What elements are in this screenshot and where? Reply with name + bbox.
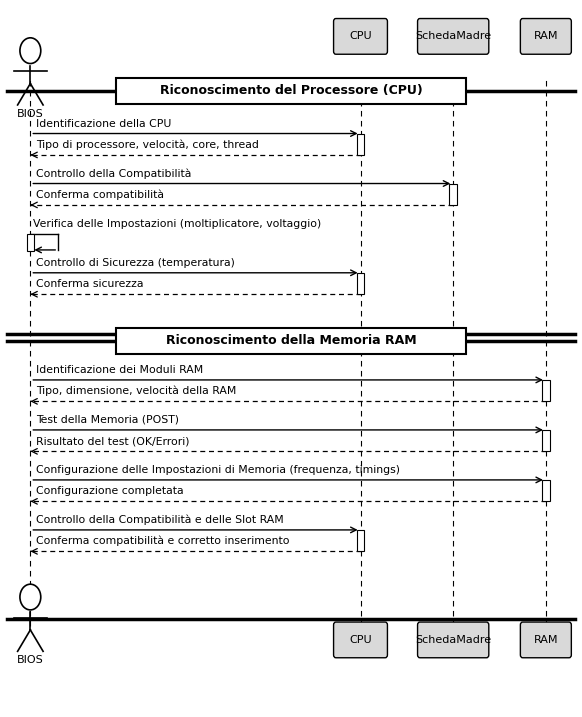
Text: Identificazione dei Moduli RAM: Identificazione dei Moduli RAM [36,365,203,375]
Text: Controllo di Sicurezza (temperatura): Controllo di Sicurezza (temperatura) [36,258,235,267]
Text: SchedaMadre: SchedaMadre [415,635,491,645]
Text: Controllo della Compatibilità: Controllo della Compatibilità [36,168,191,179]
Text: RAM: RAM [534,635,558,645]
Text: Configurazione delle Impostazioni di Memoria (frequenza, timings): Configurazione delle Impostazioni di Mem… [36,465,400,475]
FancyBboxPatch shape [333,19,388,54]
Bar [357,133,364,155]
Text: Risultato del test (OK/Errori): Risultato del test (OK/Errori) [36,437,190,447]
Circle shape [20,38,41,64]
Bar [449,184,457,205]
Text: Riconoscimento della Memoria RAM: Riconoscimento della Memoria RAM [166,334,416,347]
FancyBboxPatch shape [520,19,572,54]
Text: Riconoscimento del Processore (CPU): Riconoscimento del Processore (CPU) [159,84,423,98]
Text: SchedaMadre: SchedaMadre [415,32,491,42]
FancyBboxPatch shape [116,328,466,353]
Text: Controllo della Compatibilità e delle Slot RAM: Controllo della Compatibilità e delle Sl… [36,514,284,525]
Text: BIOS: BIOS [17,108,44,118]
Text: Test della Memoria (POST): Test della Memoria (POST) [36,415,179,425]
Text: CPU: CPU [349,635,372,645]
Text: Conferma sicurezza: Conferma sicurezza [36,279,144,289]
FancyBboxPatch shape [417,622,489,657]
Text: CPU: CPU [349,32,372,42]
Text: Conferma compatibilità e corretto inserimento: Conferma compatibilità e corretto inseri… [36,536,290,546]
FancyBboxPatch shape [116,78,466,103]
Text: Identificazione della CPU: Identificazione della CPU [36,118,172,128]
FancyBboxPatch shape [333,622,388,657]
Text: BIOS: BIOS [17,655,44,665]
Text: Verifica delle Impostazioni (moltiplicatore, voltaggio): Verifica delle Impostazioni (moltiplicat… [33,219,321,229]
Bar [357,272,364,294]
Text: RAM: RAM [534,32,558,42]
Circle shape [20,584,41,610]
FancyBboxPatch shape [520,622,572,657]
Bar [542,480,549,501]
Text: Configurazione completata: Configurazione completata [36,486,184,496]
Bar [27,234,34,252]
Text: Tipo di processore, velocità, core, thread: Tipo di processore, velocità, core, thre… [36,139,259,150]
Bar [357,530,364,551]
Text: Tipo, dimensione, velocità della RAM: Tipo, dimensione, velocità della RAM [36,386,236,397]
Bar [542,430,549,451]
Text: Conferma compatibilità: Conferma compatibilità [36,189,164,200]
FancyBboxPatch shape [417,19,489,54]
Bar [542,380,549,402]
